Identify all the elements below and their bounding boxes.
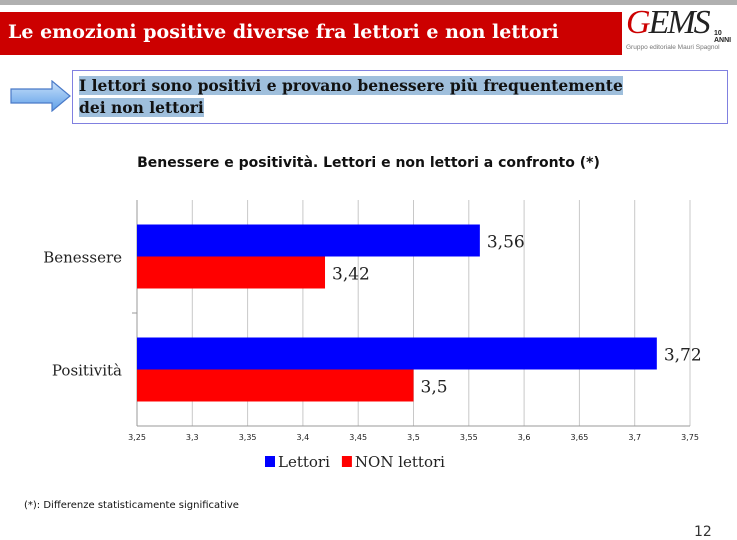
x-tick-label: 3,7 — [628, 433, 641, 442]
legend-swatch — [265, 456, 275, 467]
top-bar — [0, 0, 737, 5]
bar-non-lettori — [137, 256, 326, 289]
legend-label: Lettori — [278, 453, 330, 471]
data-label: 3,56 — [487, 233, 525, 253]
data-label: 3,5 — [421, 378, 448, 398]
data-label: 3,72 — [664, 346, 702, 366]
x-tick-label: 3,75 — [681, 433, 699, 442]
bar-non-lettori — [137, 369, 414, 402]
message-line-2: dei non lettori — [79, 98, 204, 117]
x-tick-label: 3,3 — [186, 433, 199, 442]
x-tick-label: 3,65 — [570, 433, 588, 442]
x-tick-label: 3,4 — [297, 433, 310, 442]
message-box: I lettori sono positivi e provano beness… — [72, 70, 728, 124]
chart-title: Benessere e positività. Lettori e non le… — [137, 155, 600, 171]
gems-logo: GEMS 10 ANNI Gruppo editoriale Mauri Spa… — [626, 4, 732, 51]
message-line-1: I lettori sono positivi e provano beness… — [79, 76, 623, 95]
x-tick-label: 3,25 — [128, 433, 146, 442]
legend-label: NON lettori — [355, 453, 445, 471]
category-label: Benessere — [43, 249, 122, 267]
category-label: Positività — [52, 362, 122, 380]
x-tick-label: 3,55 — [460, 433, 478, 442]
bar-lettori — [137, 224, 480, 257]
footnote: (*): Differenze statisticamente signific… — [24, 500, 239, 511]
x-tick-label: 3,5 — [407, 433, 420, 442]
page-title: Le emozioni positive diverse fra lettori… — [8, 21, 559, 43]
x-tick-label: 3,6 — [518, 433, 531, 442]
page-number: 12 — [694, 524, 712, 540]
x-tick-label: 3,45 — [349, 433, 367, 442]
legend-swatch — [341, 456, 352, 467]
x-tick-label: 3,35 — [239, 433, 257, 442]
right-arrow-icon — [10, 80, 71, 112]
header-bar: Le emozioni positive diverse fra lettori… — [0, 12, 622, 55]
data-label: 3,42 — [332, 265, 370, 285]
bar-lettori — [137, 337, 657, 370]
